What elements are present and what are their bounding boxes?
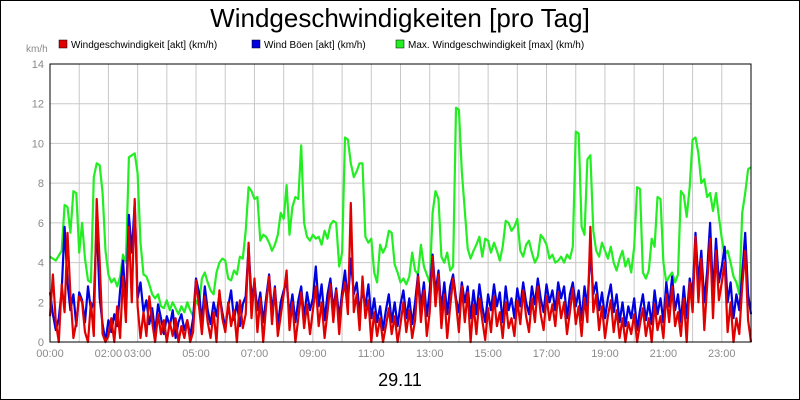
y-tick-label: 4: [38, 258, 44, 270]
x-tick-label: 21:00: [650, 348, 678, 360]
x-tick-label: 19:00: [591, 348, 619, 360]
y-axis-unit: km/h: [26, 44, 48, 55]
y-tick-label: 2: [38, 297, 44, 309]
x-tick-label: 09:00: [299, 348, 327, 360]
series-line-max: [49, 106, 752, 318]
y-tick-label: 6: [38, 218, 44, 230]
legend-swatch-boeen: [251, 39, 261, 49]
x-tick-label: 13:00: [416, 348, 444, 360]
legend-label-max: Max. Windgeschwindigkeit [max] (km/h): [408, 40, 584, 51]
legend-swatch-max: [395, 39, 405, 49]
x-tick-label: 17:00: [533, 348, 561, 360]
legend-label-boeen: Wind Böen [akt] (km/h): [264, 40, 366, 51]
y-tick-label: 14: [32, 59, 44, 71]
x-tick-label: 05:00: [182, 348, 210, 360]
x-tick-label: 00:00: [36, 348, 64, 360]
x-tick-label: 02:00: [95, 348, 123, 360]
y-tick-label: 0: [38, 337, 44, 349]
x-tick-label: 03:00: [124, 348, 152, 360]
x-tick-label: 07:00: [241, 348, 269, 360]
y-tick-label: 8: [38, 178, 44, 190]
x-tick-label: 23:00: [708, 348, 736, 360]
x-tick-label: 15:00: [474, 348, 502, 360]
legend: Windgeschwindigkeit [akt] (km/h) Wind Bö…: [58, 39, 584, 51]
plot-area-border: [49, 63, 752, 343]
x-axis-ticks: 00:00 02:00 03:00 05:00 07:00 09:00 11:00 13:00…: [36, 348, 735, 360]
y-tick-label: 10: [32, 138, 44, 150]
y-axis-ticks: 0 2 4 6 8 10 12 14: [32, 59, 44, 349]
y-tick-label: 12: [32, 99, 44, 111]
date-label: 29.11: [378, 370, 422, 390]
x-tick-label: 11:00: [358, 348, 385, 360]
chart-title: Windgeschwindigkeiten [pro Tag]: [210, 3, 590, 33]
legend-label-akt: Windgeschwindigkeit [akt] (km/h): [71, 40, 217, 51]
series-line-boeen: [48, 201, 753, 344]
legend-swatch-akt: [58, 39, 68, 49]
